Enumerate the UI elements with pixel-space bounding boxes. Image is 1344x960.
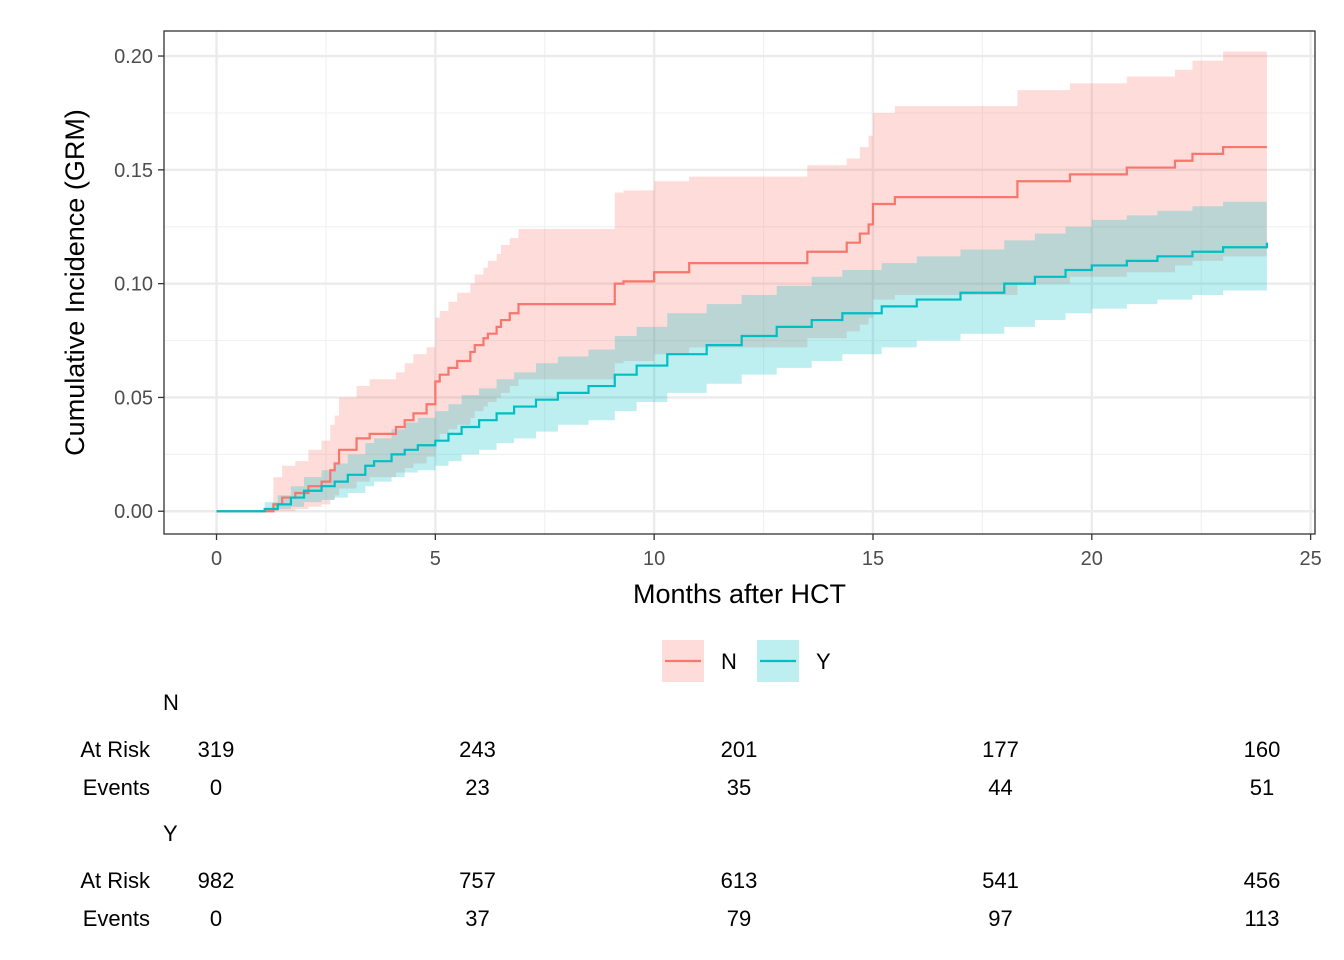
- legend-item-n: N: [662, 640, 737, 682]
- confidence-band-y: [216, 197, 1267, 512]
- at-risk-value: 201: [721, 737, 758, 762]
- x-tick-label: 0: [211, 548, 222, 570]
- legend-label: N: [721, 649, 737, 674]
- risk-group-y: Y At Risk 982 757 613 541 456 Events 0 37 79 97 113: [80, 821, 1280, 931]
- at-risk-value: 160: [1244, 737, 1281, 762]
- at-risk-value: 982: [198, 868, 235, 893]
- events-value: 97: [988, 906, 1012, 931]
- x-tick-label: 15: [862, 548, 884, 570]
- y-tick-label: 0.10: [114, 274, 153, 296]
- confidence-bands: [216, 51, 1267, 512]
- at-risk-value: 319: [198, 737, 235, 762]
- panel-border: [163, 30, 1316, 535]
- y-tick-label: 0.05: [114, 387, 153, 409]
- events-value: 35: [727, 775, 751, 800]
- at-risk-value: 613: [721, 868, 758, 893]
- events-value: 0: [210, 775, 222, 800]
- risk-group-n: N At Risk 319 243 201 177 160 Events 0 23 35 44 51: [80, 690, 1280, 800]
- events-value: 0: [210, 906, 222, 931]
- at-risk-value: 177: [982, 737, 1019, 762]
- legend-item-y: Y: [757, 640, 831, 682]
- events-value: 44: [988, 775, 1012, 800]
- x-tick-label: 5: [430, 548, 441, 570]
- events-value: 113: [1244, 906, 1279, 931]
- x-axis-ticks: 0 5 10 15 20 25: [211, 534, 1322, 570]
- major-gridlines: [164, 31, 1315, 534]
- at-risk-value: 541: [982, 868, 1019, 893]
- legend-label: Y: [816, 649, 831, 674]
- y-tick-label: 0.15: [114, 160, 153, 182]
- events-value: 79: [727, 906, 751, 931]
- x-tick-label: 20: [1081, 548, 1103, 570]
- events-value: 37: [465, 906, 489, 931]
- events-value: 23: [465, 775, 489, 800]
- y-tick-label: 0.20: [114, 46, 153, 68]
- y-axis-ticks: 0.00 0.05 0.10 0.15 0.20: [114, 46, 164, 523]
- at-risk-value: 757: [459, 868, 496, 893]
- events-value: 51: [1250, 775, 1274, 800]
- x-tick-label: 25: [1299, 548, 1321, 570]
- x-tick-label: 10: [643, 548, 665, 570]
- y-tick-label: 0.00: [114, 501, 153, 523]
- incidence-line-y: [216, 242, 1268, 513]
- confidence-band-n: [216, 51, 1267, 512]
- risk-group-label: Y: [163, 821, 178, 846]
- events-row-label: Events: [83, 775, 150, 800]
- incidence-line-n: [216, 145, 1267, 513]
- incidence-lines: [216, 145, 1268, 513]
- y-axis-title: Cumulative Incidence (GRM): [60, 109, 90, 456]
- events-row-label: Events: [83, 906, 150, 931]
- at-risk-value: 456: [1244, 868, 1281, 893]
- at-risk-row-label: At Risk: [80, 737, 151, 762]
- x-axis-title: Months after HCT: [633, 579, 846, 609]
- risk-group-label: N: [163, 690, 179, 715]
- at-risk-value: 243: [459, 737, 496, 762]
- at-risk-row-label: At Risk: [80, 868, 151, 893]
